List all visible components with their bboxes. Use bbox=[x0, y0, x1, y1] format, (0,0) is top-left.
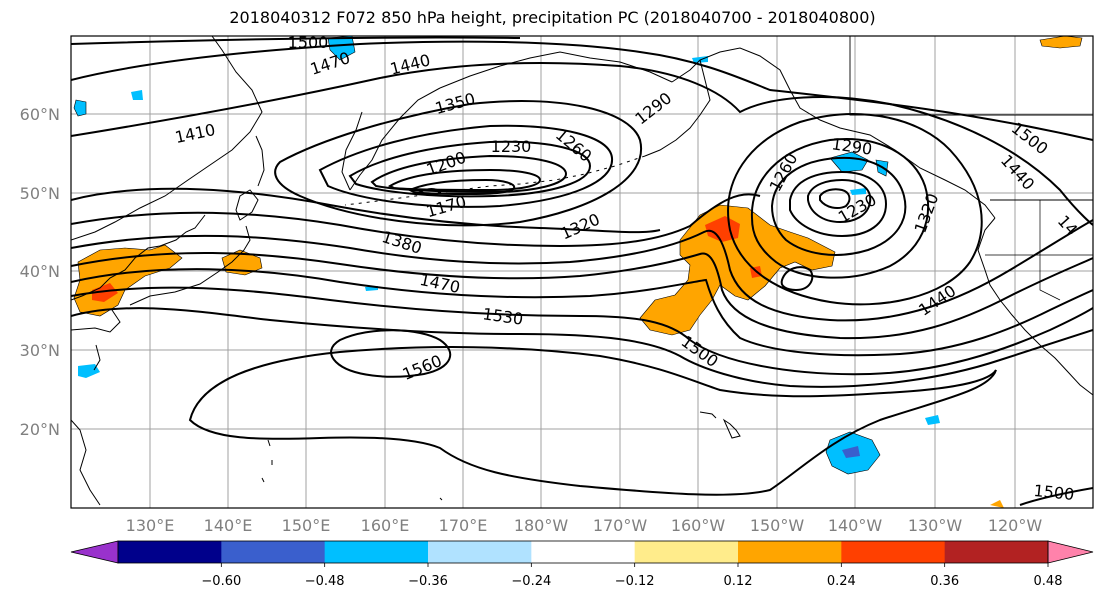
colorbar-tick-label: −0.12 bbox=[615, 574, 655, 589]
latitude-label: 20°N bbox=[20, 420, 60, 439]
latitude-label: 30°N bbox=[20, 341, 60, 360]
colorbar-tick-label: 0.24 bbox=[827, 574, 856, 589]
longitude-label: 150°E bbox=[282, 516, 331, 535]
colorbar-segment bbox=[428, 541, 532, 563]
colorbar-tick-label: −0.48 bbox=[305, 574, 345, 589]
precip-shading bbox=[73, 36, 1083, 508]
colorbar-tick-labels: −0.60 −0.48 −0.36 −0.24 −0.12 0.12 0.24 0.36 0.4… bbox=[201, 563, 1063, 589]
longitude-label: 170°W bbox=[593, 516, 648, 535]
latitude-label: 60°N bbox=[20, 105, 60, 124]
colorbar-segment bbox=[531, 541, 636, 563]
precip-strong-area bbox=[92, 283, 118, 302]
latitude-label: 40°N bbox=[20, 262, 60, 281]
colorbar-segment bbox=[944, 541, 1049, 563]
colorbar-segment bbox=[221, 541, 326, 563]
coastlines bbox=[71, 36, 1093, 506]
contour-label: 1230 bbox=[491, 137, 532, 156]
colorbar-segment bbox=[634, 541, 739, 563]
precip-strong-negative-area bbox=[842, 446, 860, 458]
colorbar-segment bbox=[70, 540, 119, 564]
colorbar-segment bbox=[1047, 540, 1094, 564]
colorbar-tick-label: 0.36 bbox=[930, 574, 959, 589]
precip-negative-area bbox=[78, 364, 100, 378]
longitude-labels: 130°E 140°E 150°E 160°E 170°E 180°W 170°W 160°W… bbox=[126, 516, 1043, 535]
longitude-label: 120°W bbox=[988, 516, 1043, 535]
longitude-label: 130°E bbox=[126, 516, 175, 535]
colorbar-segment bbox=[841, 541, 946, 563]
colorbar-tick-label: −0.36 bbox=[408, 574, 448, 589]
colorbar-tick-label: −0.24 bbox=[511, 574, 551, 589]
precip-negative-area bbox=[925, 415, 940, 425]
longitude-label: 130°W bbox=[908, 516, 963, 535]
height-contours bbox=[71, 36, 1093, 506]
colorbar-segment bbox=[738, 541, 842, 563]
latitude-label: 50°N bbox=[20, 184, 60, 203]
colorbar-tick-label: 0.48 bbox=[1034, 574, 1063, 589]
longitude-label: 180°W bbox=[514, 516, 569, 535]
map-frame bbox=[70, 35, 1094, 509]
contour-label: 1500 bbox=[288, 33, 329, 52]
colorbar-tick-label: 0.12 bbox=[724, 574, 753, 589]
precip-positive-area bbox=[1039, 36, 1083, 49]
colorbar bbox=[70, 540, 1094, 564]
latitude-labels: 60°N 50°N 40°N 30°N 20°N bbox=[20, 105, 60, 439]
longitude-label: 140°W bbox=[828, 516, 883, 535]
precip-positive-area bbox=[639, 204, 836, 336]
longitude-label: 160°E bbox=[361, 516, 410, 535]
longitude-label: 160°W bbox=[671, 516, 726, 535]
colorbar-segment bbox=[324, 541, 429, 563]
precip-negative-area bbox=[850, 188, 866, 195]
colorbar-segment bbox=[118, 541, 222, 563]
precip-positive-area bbox=[221, 249, 263, 276]
precip-negative-area bbox=[73, 99, 87, 117]
longitude-label: 170°E bbox=[439, 516, 488, 535]
map-title: 2018040312 F072 850 hPa height, precipit… bbox=[229, 8, 876, 27]
colorbar-frame bbox=[117, 540, 1049, 564]
longitude-label: 140°E bbox=[204, 516, 253, 535]
contour-label: 1500 bbox=[1033, 481, 1075, 504]
precip-negative-area bbox=[131, 90, 143, 100]
precip-positive-area bbox=[990, 500, 1004, 508]
longitude-label: 150°W bbox=[750, 516, 805, 535]
colorbar-tick-label: −0.60 bbox=[201, 574, 241, 589]
